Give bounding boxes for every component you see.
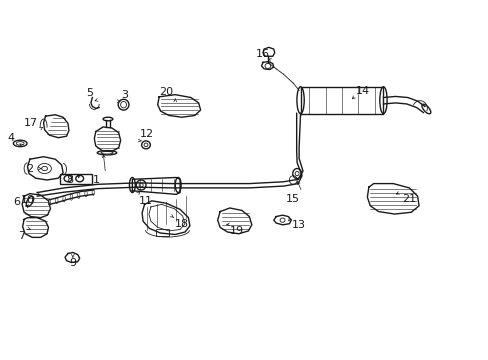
Text: 4: 4 — [8, 133, 15, 143]
Text: 7: 7 — [18, 231, 25, 240]
Text: 10: 10 — [20, 195, 35, 205]
Text: 5: 5 — [86, 88, 93, 98]
Text: 6: 6 — [13, 197, 20, 207]
Text: 17: 17 — [24, 118, 38, 128]
Text: 12: 12 — [140, 129, 154, 139]
Text: 16: 16 — [256, 49, 269, 59]
Text: 14: 14 — [355, 86, 369, 96]
Text: 2: 2 — [26, 163, 34, 174]
Text: 9: 9 — [69, 258, 76, 268]
Text: 21: 21 — [402, 194, 415, 204]
Text: 1: 1 — [93, 175, 100, 185]
Text: 8: 8 — [66, 175, 73, 185]
Text: 3: 3 — [122, 90, 128, 100]
Bar — [60, 174, 92, 184]
Text: 13: 13 — [291, 220, 305, 230]
Text: 20: 20 — [159, 87, 173, 97]
Text: 19: 19 — [230, 226, 244, 236]
Bar — [156, 229, 169, 235]
Text: 11: 11 — [139, 196, 153, 206]
Text: 15: 15 — [285, 194, 300, 204]
Text: 18: 18 — [175, 219, 189, 229]
